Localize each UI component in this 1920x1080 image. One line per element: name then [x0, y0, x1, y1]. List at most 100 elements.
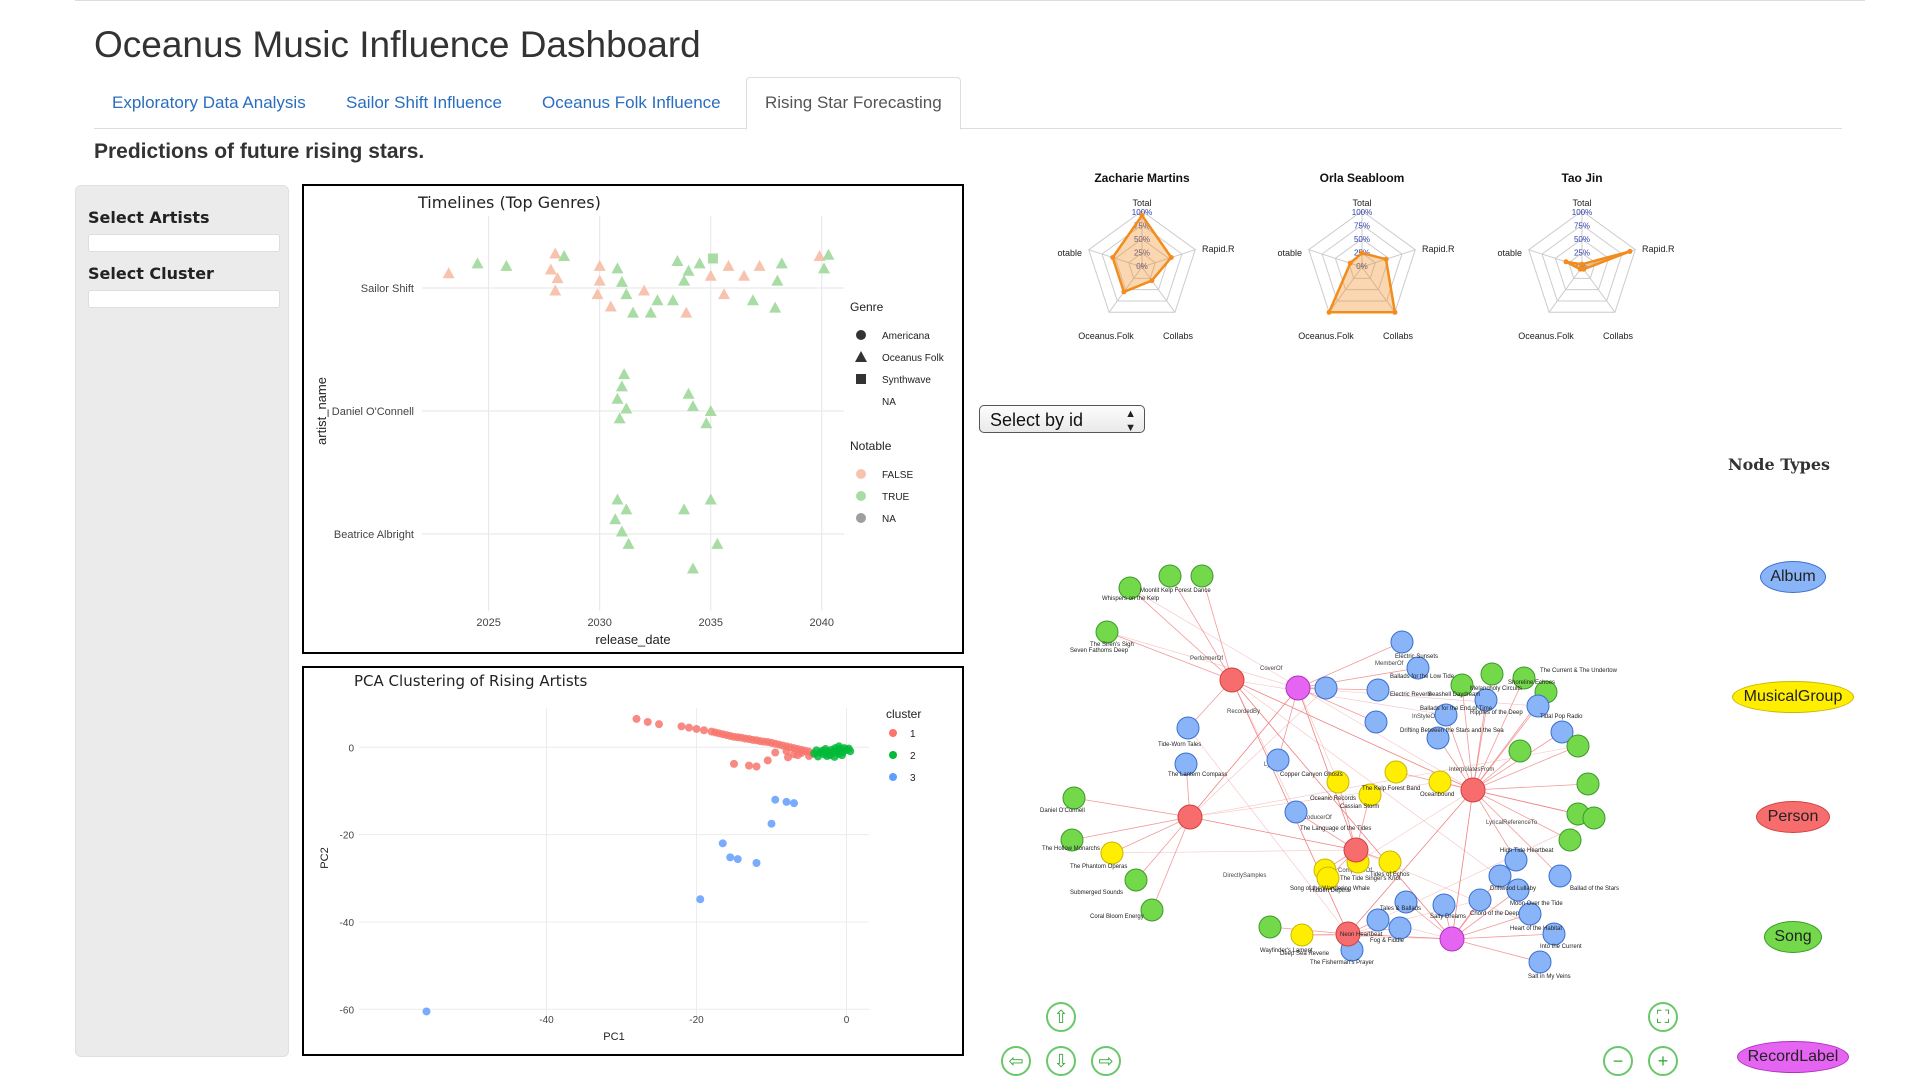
network-graph[interactable]: PerformerOfRecordedByLyricistOfProducerO…	[1040, 550, 1680, 990]
radar-ring	[1321, 224, 1403, 302]
network-node-label: Hidden Depths	[1310, 888, 1350, 894]
timeline-point	[686, 400, 699, 412]
pca-point	[830, 752, 839, 761]
network-node-song	[1258, 915, 1282, 939]
select-by-id-label: Select by id	[990, 410, 1084, 430]
timeline-point	[620, 402, 633, 414]
pan-right-button[interactable]: ⇨	[1091, 1046, 1121, 1076]
radar-charts: Zacharie Martins 100% 75% 50% 25% 0% Total Rapi…	[1057, 171, 1675, 341]
network-node-person	[1460, 777, 1486, 803]
select-artists-input[interactable]	[88, 234, 280, 252]
radar-axis-label: Total	[1132, 198, 1151, 208]
y-tick-label: Sailor Shift	[361, 283, 414, 295]
fit-view-button[interactable]: ⛶	[1648, 1002, 1678, 1032]
radar-value-point	[1326, 309, 1332, 315]
x-tick-label: 2040	[810, 617, 834, 629]
network-node-label: The Lantern Compass	[1168, 772, 1227, 778]
network-node-label: Seven Fathoms Deep	[1070, 648, 1129, 654]
radar-axis-label: Collabs	[1163, 331, 1194, 341]
node-type-person: Person	[1756, 801, 1830, 833]
tab-oceanus-folk-influence[interactable]: Oceanus Folk Influence	[542, 93, 721, 112]
network-edge	[1357, 789, 1474, 863]
network-edge	[1106, 631, 1299, 689]
network-edge	[1297, 687, 1539, 707]
radar-axis-label: Rapid.R	[1422, 244, 1455, 254]
timeline-point	[551, 272, 564, 284]
x-tick-label: 0	[844, 1015, 850, 1026]
timeline-point	[718, 288, 731, 300]
tab-sailor-shift-influence[interactable]: Sailor Shift Influence	[346, 93, 502, 112]
pca-point	[692, 724, 701, 733]
pca-title: PCA Clustering of Rising Artists	[354, 672, 588, 690]
timeline-point	[591, 288, 604, 300]
network-edge	[1472, 705, 1539, 791]
network-node-album	[1390, 630, 1414, 654]
network-edge	[1347, 817, 1595, 935]
network-node-album	[1364, 710, 1388, 734]
pan-up-button[interactable]: ⇧	[1046, 1002, 1076, 1032]
pca-point	[790, 799, 798, 808]
network-node-album	[1504, 848, 1528, 872]
radar-ring-label: 75%	[1134, 222, 1150, 231]
select-cluster-input[interactable]	[88, 290, 280, 308]
network-node-song	[1582, 806, 1606, 830]
zoom-out-button[interactable]: −	[1603, 1046, 1633, 1076]
radar-value-area	[1111, 213, 1173, 294]
network-edge	[1151, 816, 1191, 911]
pan-left-button[interactable]: ⇦	[1001, 1046, 1031, 1076]
timeline-point	[693, 257, 706, 269]
network-node-person	[1177, 804, 1203, 830]
radar-value-point	[1563, 259, 1569, 265]
timeline-title: Timelines (Top Genres)	[417, 193, 601, 212]
network-node-album	[1432, 893, 1456, 917]
network-edge	[1347, 789, 1474, 935]
timeline-point	[609, 513, 622, 525]
pca-point	[846, 747, 855, 756]
network-node-label: Into the Current	[1540, 944, 1582, 950]
radar-ring-label: 0%	[1356, 262, 1368, 271]
timeline-point	[611, 262, 624, 274]
network-node-musicalgroup	[1290, 923, 1314, 947]
select-by-id-dropdown[interactable]: Select by id ▲ ▼	[979, 405, 1145, 434]
pca-point	[838, 751, 846, 760]
sidebar: Select Artists Select Cluster	[75, 185, 289, 1057]
timeline-point	[666, 294, 679, 306]
network-edge	[1472, 745, 1579, 791]
radar-ring-label: 50%	[1354, 235, 1370, 244]
arrow-left-icon: ⇦	[1008, 1051, 1024, 1071]
network-node-label: High Tide Heartbeat	[1500, 848, 1554, 854]
network-node-label: Melancholy Circuits	[1470, 686, 1522, 692]
network-node-recordlabel	[1439, 926, 1465, 952]
pca-point	[782, 747, 791, 756]
node-type-musicalgroup: MusicalGroup	[1732, 681, 1854, 713]
network-node-person	[1343, 837, 1369, 863]
radar-axis-label: Rapid.R	[1642, 244, 1675, 254]
radar-ring-label: 50%	[1574, 235, 1590, 244]
network-edge	[1071, 816, 1191, 841]
network-node-label: Shoreline Echoes	[1508, 680, 1555, 686]
notable-legend-key	[856, 513, 866, 523]
network-node-person	[1219, 667, 1245, 693]
network-edge	[1106, 631, 1233, 681]
network-edge	[1073, 797, 1191, 818]
network-node-album	[1506, 878, 1530, 902]
cluster-legend-title: cluster	[886, 707, 921, 721]
network-edge	[1231, 679, 1297, 813]
network-edge	[1231, 679, 1474, 791]
network-node-label: Ballads for the End of Time	[1420, 706, 1493, 712]
radar-axis-label: Collabs	[1383, 331, 1414, 341]
x-axis-label: release_date	[595, 632, 670, 647]
network-edge	[1111, 849, 1357, 854]
timeline-point	[471, 257, 484, 269]
network-node-label: Daniel O'Connell	[1040, 808, 1085, 814]
notable-legend-title: Notable	[850, 439, 892, 453]
node-type-album: Album	[1760, 561, 1826, 593]
pan-down-button[interactable]: ⇩	[1046, 1046, 1076, 1076]
tab-rising-star-forecasting[interactable]: Rising Star Forecasting	[746, 77, 961, 130]
zoom-in-button[interactable]: +	[1648, 1046, 1678, 1076]
network-node-album	[1394, 890, 1418, 914]
y-tick-label: -40	[340, 918, 355, 929]
radar-ring-label: 0%	[1136, 262, 1148, 271]
timeline-point	[615, 380, 628, 392]
tab-exploratory-data-analysis[interactable]: Exploratory Data Analysis	[112, 93, 306, 112]
